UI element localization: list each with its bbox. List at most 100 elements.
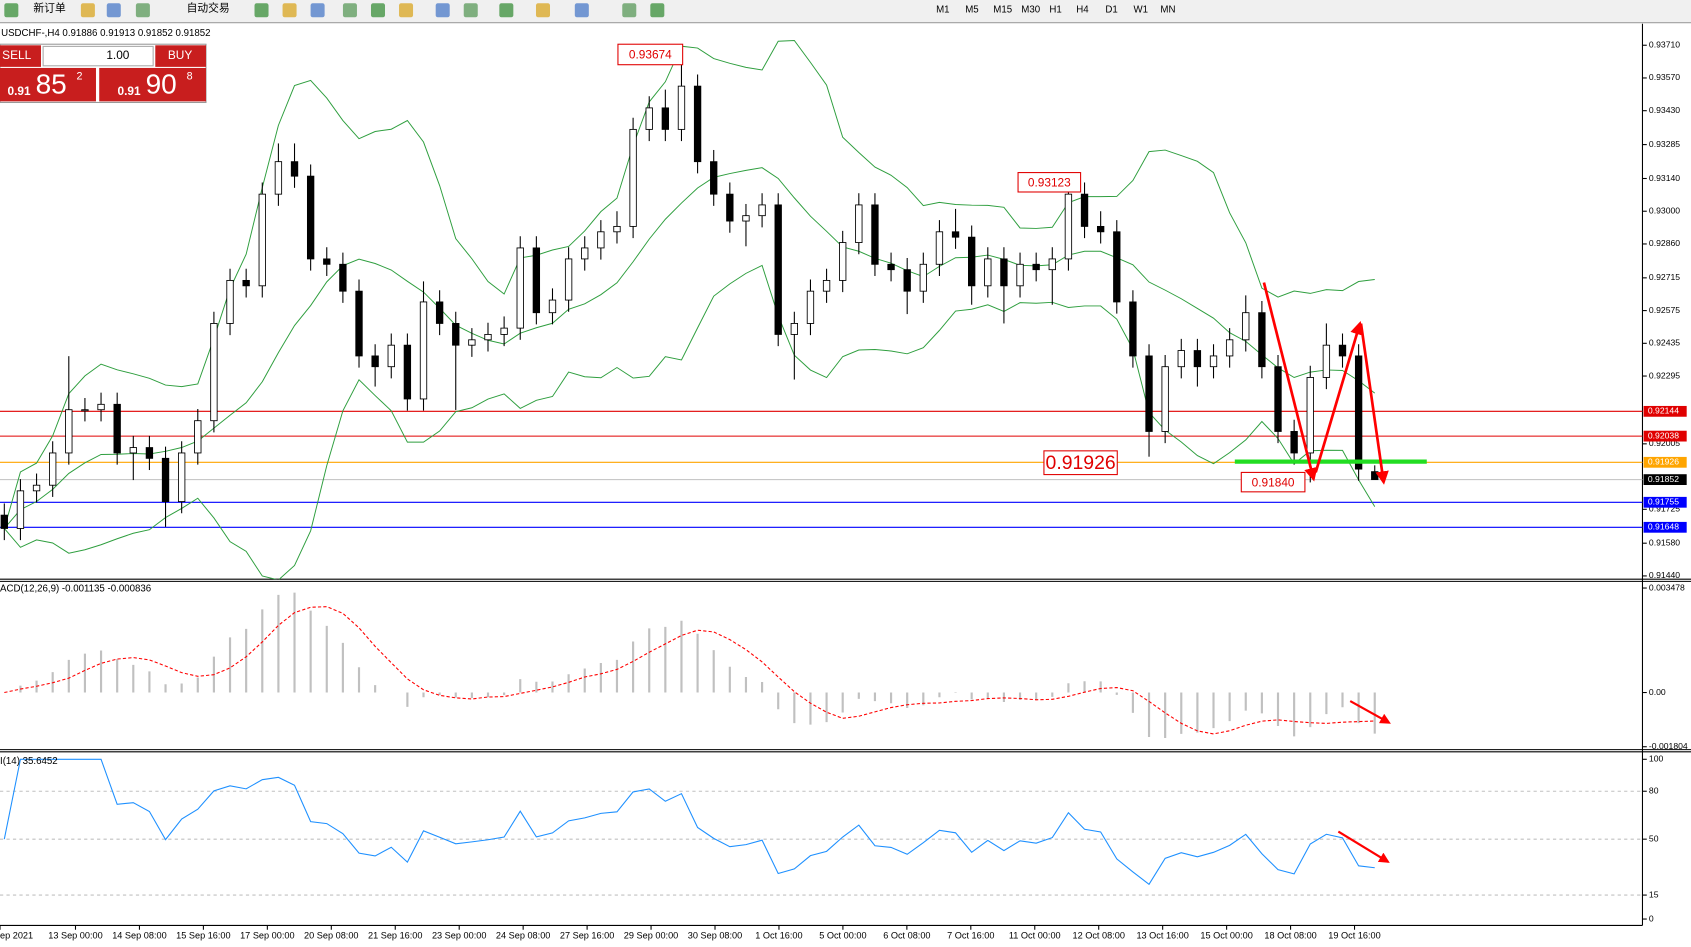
timeframe-button[interactable]: M1 xyxy=(936,4,949,15)
price-annotation: 0.91840 xyxy=(1252,475,1295,489)
x-tick-label: 13 Sep 00:00 xyxy=(48,931,102,941)
sell-label: SELL xyxy=(2,48,31,62)
candle-body xyxy=(613,225,621,233)
candle-body xyxy=(758,204,766,217)
candle-body xyxy=(113,403,121,454)
price-annotation-box xyxy=(1017,172,1082,193)
candle-body xyxy=(871,204,879,265)
x-tick-label: 20 Sep 08:00 xyxy=(304,931,358,941)
candle-body xyxy=(194,420,202,454)
toolbar-icon[interactable] xyxy=(435,3,450,18)
candle-body xyxy=(1306,377,1314,454)
toolbar-icon[interactable] xyxy=(499,3,514,18)
toolbar-icon[interactable] xyxy=(370,3,386,18)
toolbar-icon[interactable] xyxy=(80,3,95,18)
x-tick-label: 15 Sep 16:00 xyxy=(176,931,230,941)
candle-body xyxy=(129,447,137,454)
bid-box[interactable] xyxy=(0,67,96,102)
candle-body xyxy=(1242,312,1250,341)
candle-body xyxy=(49,452,57,486)
candle-body xyxy=(1016,263,1024,287)
toolbar-icon[interactable] xyxy=(463,3,478,18)
y-tick-label: 0.91580 xyxy=(1649,537,1680,547)
toolbar-icon[interactable] xyxy=(574,3,589,18)
candle-body xyxy=(435,301,444,324)
timeframe-button[interactable]: H1 xyxy=(1049,4,1061,15)
candle-body xyxy=(387,344,395,368)
candle-body xyxy=(855,204,863,243)
x-tick-label: 15 Oct 00:00 xyxy=(1200,931,1252,941)
toolbar-icon[interactable] xyxy=(135,3,150,18)
candle-body xyxy=(661,107,670,130)
sell-button[interactable] xyxy=(0,45,41,67)
x-tick-label: 24 Sep 08:00 xyxy=(496,931,550,941)
buy-button[interactable] xyxy=(155,45,206,67)
y-tick-label: 15 xyxy=(1649,889,1659,899)
price-line-tag xyxy=(1643,474,1687,486)
price-line-tag xyxy=(1643,405,1687,417)
x-tick-label: 18 Oct 08:00 xyxy=(1264,931,1316,941)
toolbar-icon[interactable] xyxy=(254,3,269,18)
price-annotation-box xyxy=(1240,471,1306,493)
arrow xyxy=(1262,282,1318,482)
toolbar-icon[interactable] xyxy=(4,3,19,18)
candle-body xyxy=(790,323,798,335)
toolbar-icon[interactable] xyxy=(535,3,551,18)
toolbar-icon[interactable] xyxy=(399,3,414,18)
y-tick-label: 0.92575 xyxy=(1649,305,1680,315)
y-tick-label: 0.91440 xyxy=(1649,570,1680,580)
x-tick-label: 19 Oct 16:00 xyxy=(1328,931,1380,941)
timeframe-button[interactable]: M5 xyxy=(965,4,978,15)
macd-pane xyxy=(4,592,1376,739)
price-pane xyxy=(0,40,1643,580)
candle-body xyxy=(935,231,944,265)
rsi-pane xyxy=(0,758,1643,896)
y-tick-label: 0.93285 xyxy=(1649,139,1680,149)
ask-big: 90 xyxy=(146,69,177,100)
lot-input[interactable] xyxy=(42,45,154,67)
y-tick-label: -0.001804 xyxy=(1649,741,1688,751)
ask-box[interactable] xyxy=(99,67,206,102)
toolbar-icon[interactable] xyxy=(310,3,325,18)
timeframe-button[interactable]: H4 xyxy=(1076,4,1089,15)
new-order-button[interactable]: 新订单 xyxy=(33,1,66,14)
timeframe-button[interactable]: D1 xyxy=(1105,4,1117,15)
x-tick-label: 30 Sep 08:00 xyxy=(688,931,742,941)
candle-body xyxy=(1080,193,1089,227)
candle-body xyxy=(1258,312,1266,368)
user-drawings xyxy=(1234,282,1427,863)
x-tick-label: 13 Oct 16:00 xyxy=(1136,931,1188,941)
toolbar-icon[interactable] xyxy=(342,3,357,18)
toolbar-icon[interactable] xyxy=(622,3,637,18)
arrow xyxy=(1337,830,1390,863)
candle-body xyxy=(226,279,234,324)
candle-body xyxy=(1290,431,1298,454)
toolbar-icon[interactable] xyxy=(282,3,297,18)
candle-body xyxy=(323,258,331,265)
toolbar-icon[interactable] xyxy=(106,3,121,18)
candle-body xyxy=(839,242,847,281)
y-tick-label: 0 xyxy=(1649,913,1654,923)
timeframe-button[interactable]: MN xyxy=(1160,4,1175,15)
candle-body xyxy=(306,175,315,260)
y-tick-label: 0.93710 xyxy=(1649,40,1680,50)
one-click-trading: SELL 1.00 BUY 0.91 85 2 0.91 90 8 xyxy=(0,43,207,104)
y-tick-label: 0.93430 xyxy=(1649,105,1680,115)
toolbar-icon[interactable] xyxy=(650,3,665,18)
axes: 0.93710 0.93570 0.93430 0.93285 0.93140 0.930… xyxy=(0,40,1688,941)
auto-trading-button[interactable]: 自动交易 xyxy=(187,1,230,14)
arrow xyxy=(1349,700,1391,724)
candle-body xyxy=(1145,355,1153,432)
candle-body xyxy=(1274,366,1282,432)
candle-body xyxy=(822,279,831,292)
timeframe-button[interactable]: M30 xyxy=(1021,4,1040,15)
candle-body xyxy=(951,231,960,238)
candle-body xyxy=(597,231,605,249)
timeframe-button[interactable]: W1 xyxy=(1133,4,1148,15)
candle-body xyxy=(548,299,557,314)
y-tick-label: 0.92860 xyxy=(1649,238,1680,248)
lot-value: 1.00 xyxy=(106,48,129,62)
timeframe-button[interactable]: M15 xyxy=(993,4,1012,15)
candle-body xyxy=(1354,355,1363,470)
chart-title: USDCHF-,H4 0.91886 0.91913 0.91852 0.918… xyxy=(1,28,211,39)
